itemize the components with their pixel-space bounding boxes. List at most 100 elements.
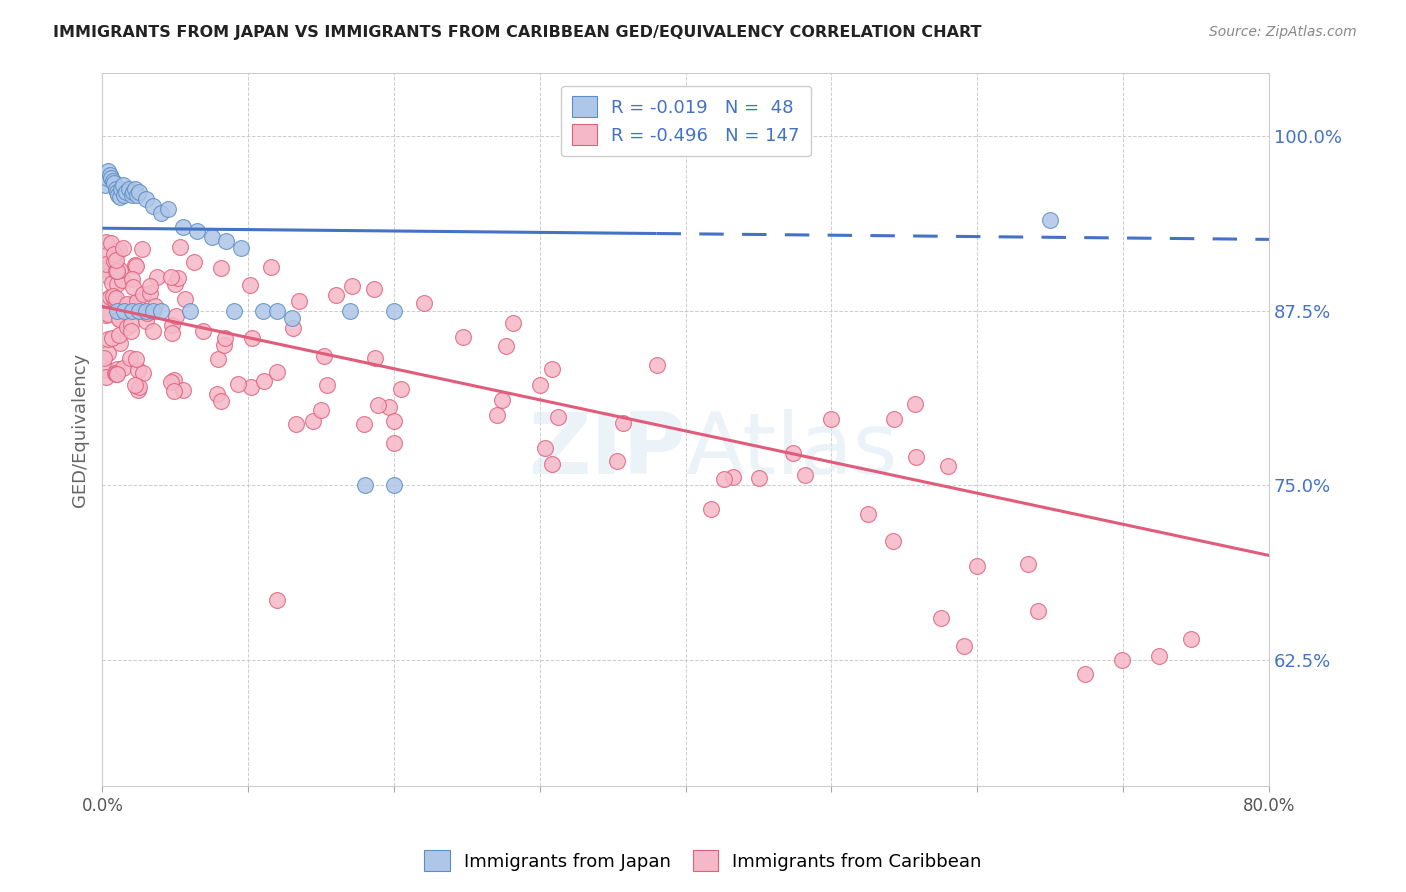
Point bbox=[111, 273, 134, 287]
Point bbox=[105, 291, 128, 305]
Point bbox=[128, 380, 150, 394]
Point bbox=[96, 363, 118, 377]
Point bbox=[186, 224, 208, 238]
Point bbox=[353, 417, 375, 432]
Point bbox=[128, 303, 150, 318]
Point bbox=[96, 248, 118, 262]
Point bbox=[172, 384, 194, 398]
Point bbox=[266, 365, 288, 379]
Point bbox=[108, 328, 131, 343]
Point bbox=[125, 351, 148, 366]
Point bbox=[1017, 558, 1039, 572]
Point bbox=[142, 199, 165, 213]
Point bbox=[541, 362, 564, 376]
Point bbox=[111, 241, 134, 255]
Point bbox=[363, 282, 385, 296]
Point bbox=[94, 293, 117, 307]
Point bbox=[127, 294, 149, 309]
Point bbox=[214, 331, 236, 345]
Point bbox=[612, 416, 634, 430]
Point bbox=[382, 478, 405, 492]
Text: Source: ZipAtlas.com: Source: ZipAtlas.com bbox=[1209, 25, 1357, 39]
Point bbox=[252, 303, 274, 318]
Point bbox=[936, 459, 959, 474]
Point bbox=[96, 235, 118, 249]
Point bbox=[94, 178, 117, 192]
Legend: Immigrants from Japan, Immigrants from Caribbean: Immigrants from Japan, Immigrants from C… bbox=[418, 843, 988, 879]
Point bbox=[929, 611, 952, 625]
Point bbox=[342, 278, 364, 293]
Point bbox=[172, 219, 194, 234]
Point bbox=[132, 367, 155, 381]
Point bbox=[239, 380, 262, 394]
Point bbox=[793, 468, 815, 483]
Point bbox=[105, 367, 128, 381]
Point bbox=[103, 177, 125, 191]
Point bbox=[904, 450, 927, 464]
Y-axis label: GED/Equivalency: GED/Equivalency bbox=[72, 352, 89, 507]
Point bbox=[486, 408, 509, 422]
Point bbox=[115, 297, 138, 311]
Point bbox=[882, 534, 904, 549]
Point bbox=[142, 324, 165, 338]
Point bbox=[883, 412, 905, 426]
Point bbox=[491, 393, 513, 408]
Point bbox=[110, 312, 132, 326]
Point bbox=[382, 414, 405, 428]
Point bbox=[111, 178, 134, 192]
Point bbox=[820, 412, 842, 426]
Point bbox=[124, 182, 146, 196]
Point bbox=[547, 410, 569, 425]
Point bbox=[502, 316, 524, 330]
Point bbox=[97, 164, 120, 178]
Point bbox=[122, 185, 145, 199]
Point bbox=[541, 457, 564, 471]
Point bbox=[207, 351, 229, 366]
Point bbox=[132, 287, 155, 301]
Point bbox=[124, 259, 146, 273]
Point bbox=[363, 351, 385, 366]
Point bbox=[118, 182, 141, 196]
Point bbox=[121, 187, 143, 202]
Point bbox=[782, 446, 804, 460]
Point bbox=[748, 471, 770, 485]
Point bbox=[209, 394, 232, 409]
Point bbox=[139, 285, 162, 300]
Point bbox=[239, 277, 262, 292]
Point bbox=[103, 246, 125, 260]
Point bbox=[93, 351, 115, 366]
Point bbox=[495, 339, 517, 353]
Point bbox=[1111, 653, 1133, 667]
Point bbox=[266, 593, 288, 607]
Point bbox=[104, 252, 127, 267]
Point bbox=[165, 309, 187, 323]
Point bbox=[105, 185, 128, 199]
Point bbox=[110, 262, 132, 277]
Point bbox=[139, 279, 162, 293]
Point bbox=[98, 168, 121, 182]
Point bbox=[162, 384, 184, 398]
Text: Atlas: Atlas bbox=[686, 409, 898, 492]
Point bbox=[201, 229, 224, 244]
Point bbox=[104, 366, 127, 380]
Point bbox=[105, 303, 128, 318]
Point bbox=[215, 234, 238, 248]
Point bbox=[252, 374, 274, 388]
Point bbox=[377, 400, 399, 414]
Point bbox=[97, 268, 120, 283]
Point bbox=[107, 187, 129, 202]
Point bbox=[339, 303, 361, 318]
Point bbox=[114, 185, 136, 199]
Point bbox=[112, 187, 135, 202]
Point bbox=[124, 378, 146, 392]
Point bbox=[723, 469, 745, 483]
Point bbox=[96, 257, 118, 271]
Point bbox=[101, 276, 124, 290]
Point bbox=[266, 303, 288, 318]
Point bbox=[127, 187, 149, 202]
Point bbox=[316, 377, 339, 392]
Point bbox=[96, 170, 118, 185]
Point bbox=[389, 382, 412, 396]
Point bbox=[166, 270, 188, 285]
Point bbox=[108, 244, 131, 258]
